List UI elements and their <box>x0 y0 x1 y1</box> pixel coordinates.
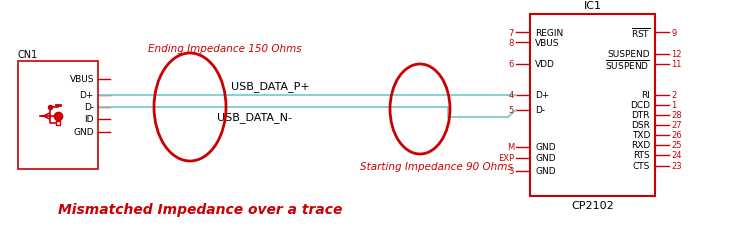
Text: Mismatched Impedance over a trace: Mismatched Impedance over a trace <box>58 202 342 216</box>
Text: D+: D+ <box>535 91 549 100</box>
Bar <box>18 62 98 169</box>
Text: 5: 5 <box>509 106 514 115</box>
Text: D-: D- <box>84 103 94 112</box>
Text: M: M <box>507 143 514 152</box>
Text: EXP: EXP <box>498 154 514 163</box>
Text: $\overline{\mathregular{RST}}$: $\overline{\mathregular{RST}}$ <box>631 26 650 40</box>
Text: 7: 7 <box>509 28 514 37</box>
Text: IC1: IC1 <box>584 1 602 11</box>
Text: VDD: VDD <box>535 60 555 69</box>
Text: 3: 3 <box>509 167 514 176</box>
Text: 6: 6 <box>509 60 514 69</box>
Text: RXD: RXD <box>631 141 650 150</box>
Text: DTR: DTR <box>632 111 650 120</box>
Text: 4: 4 <box>509 91 514 100</box>
Text: 9: 9 <box>671 28 676 37</box>
Text: VBUS: VBUS <box>535 38 560 47</box>
Text: 2: 2 <box>671 91 676 100</box>
Text: 1: 1 <box>671 101 676 110</box>
Text: RTS: RTS <box>633 151 650 160</box>
Text: SUSPEND: SUSPEND <box>608 50 650 59</box>
Text: 28: 28 <box>671 111 682 120</box>
Text: CTS: CTS <box>632 162 650 171</box>
Text: Starting Impedance 90 Ohms: Starting Impedance 90 Ohms <box>360 161 513 171</box>
Text: ID: ID <box>85 115 94 124</box>
Text: 26: 26 <box>671 131 682 140</box>
Text: DSR: DSR <box>632 121 650 130</box>
Text: GND: GND <box>74 128 94 137</box>
Text: Ending Impedance 150 Ohms: Ending Impedance 150 Ohms <box>148 44 302 54</box>
Text: $\overline{\mathregular{SUSPEND}}$: $\overline{\mathregular{SUSPEND}}$ <box>605 58 650 72</box>
Text: 23: 23 <box>671 162 682 171</box>
Text: GND: GND <box>535 167 556 176</box>
Text: GND: GND <box>535 143 556 152</box>
Text: 11: 11 <box>671 60 682 69</box>
Text: TXD: TXD <box>632 131 650 140</box>
Text: 8: 8 <box>509 38 514 47</box>
Bar <box>530 15 655 196</box>
Text: RI: RI <box>641 91 650 100</box>
Text: GND: GND <box>535 154 556 163</box>
Text: 12: 12 <box>671 50 682 59</box>
Text: CN1: CN1 <box>18 50 38 60</box>
Text: USB_DATA_P+: USB_DATA_P+ <box>231 81 309 92</box>
Text: D-: D- <box>535 106 545 115</box>
Text: 27: 27 <box>671 121 682 130</box>
Text: VBUS: VBUS <box>70 75 94 84</box>
Text: USB_DATA_N-: USB_DATA_N- <box>217 111 292 122</box>
Text: 24: 24 <box>671 151 682 160</box>
Text: D+: D+ <box>80 91 94 100</box>
Text: 25: 25 <box>671 141 682 150</box>
Text: DCD: DCD <box>630 101 650 110</box>
Text: CP2102: CP2102 <box>572 200 614 210</box>
Text: REGIN: REGIN <box>535 28 563 37</box>
Bar <box>56 121 60 126</box>
